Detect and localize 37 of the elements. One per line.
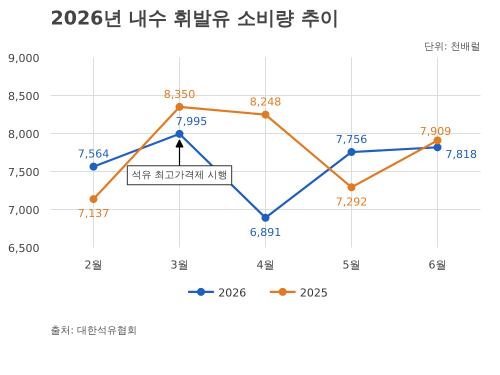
y-tick-label: 7,500 <box>8 166 40 179</box>
chart-title: 2026년 내수 휘발유 소비량 추이 <box>50 8 339 30</box>
x-tick-label: 4월 <box>256 258 274 272</box>
chart-subtitle: 단위: 천배럴 <box>424 42 481 52</box>
legend-label: 2025 <box>300 286 328 300</box>
data-label: 8,248 <box>250 96 282 109</box>
data-label: 7,909 <box>420 124 452 138</box>
x-tick-label: 6월 <box>428 258 446 272</box>
point <box>262 110 270 119</box>
point <box>434 143 442 152</box>
annotation: 석유 최고가격제 시행 <box>131 170 228 181</box>
data-label: 7,564 <box>78 148 110 161</box>
x-tick-label: 3월 <box>170 258 188 272</box>
data-label: 8,350 <box>164 88 196 101</box>
y-tick-label: 8,500 <box>8 90 40 103</box>
y-tick-label: 6,500 <box>8 242 40 255</box>
y-tick-label: 7,000 <box>8 204 40 217</box>
x-tick-label: 5월 <box>342 258 360 272</box>
point <box>434 136 442 144</box>
point <box>176 130 184 138</box>
point <box>90 162 98 171</box>
data-label: 7,756 <box>336 133 368 146</box>
data-label: 7,292 <box>336 195 368 208</box>
legend-label: 2026 <box>218 286 246 300</box>
data-label: 6,891 <box>250 226 282 239</box>
point <box>262 214 270 222</box>
y-tick-label: 8,000 <box>8 128 40 141</box>
source-note: 출처: 대한석유협회 <box>50 326 138 336</box>
data-label: 7,818 <box>446 148 477 161</box>
data-label: 7,137 <box>78 207 110 220</box>
data-label: 7,995 <box>176 114 208 128</box>
point <box>348 148 356 156</box>
point <box>348 183 356 192</box>
point <box>90 195 98 204</box>
y-tick-label: 9,000 <box>8 52 40 65</box>
point <box>176 102 184 111</box>
x-tick-label: 2월 <box>84 258 102 272</box>
